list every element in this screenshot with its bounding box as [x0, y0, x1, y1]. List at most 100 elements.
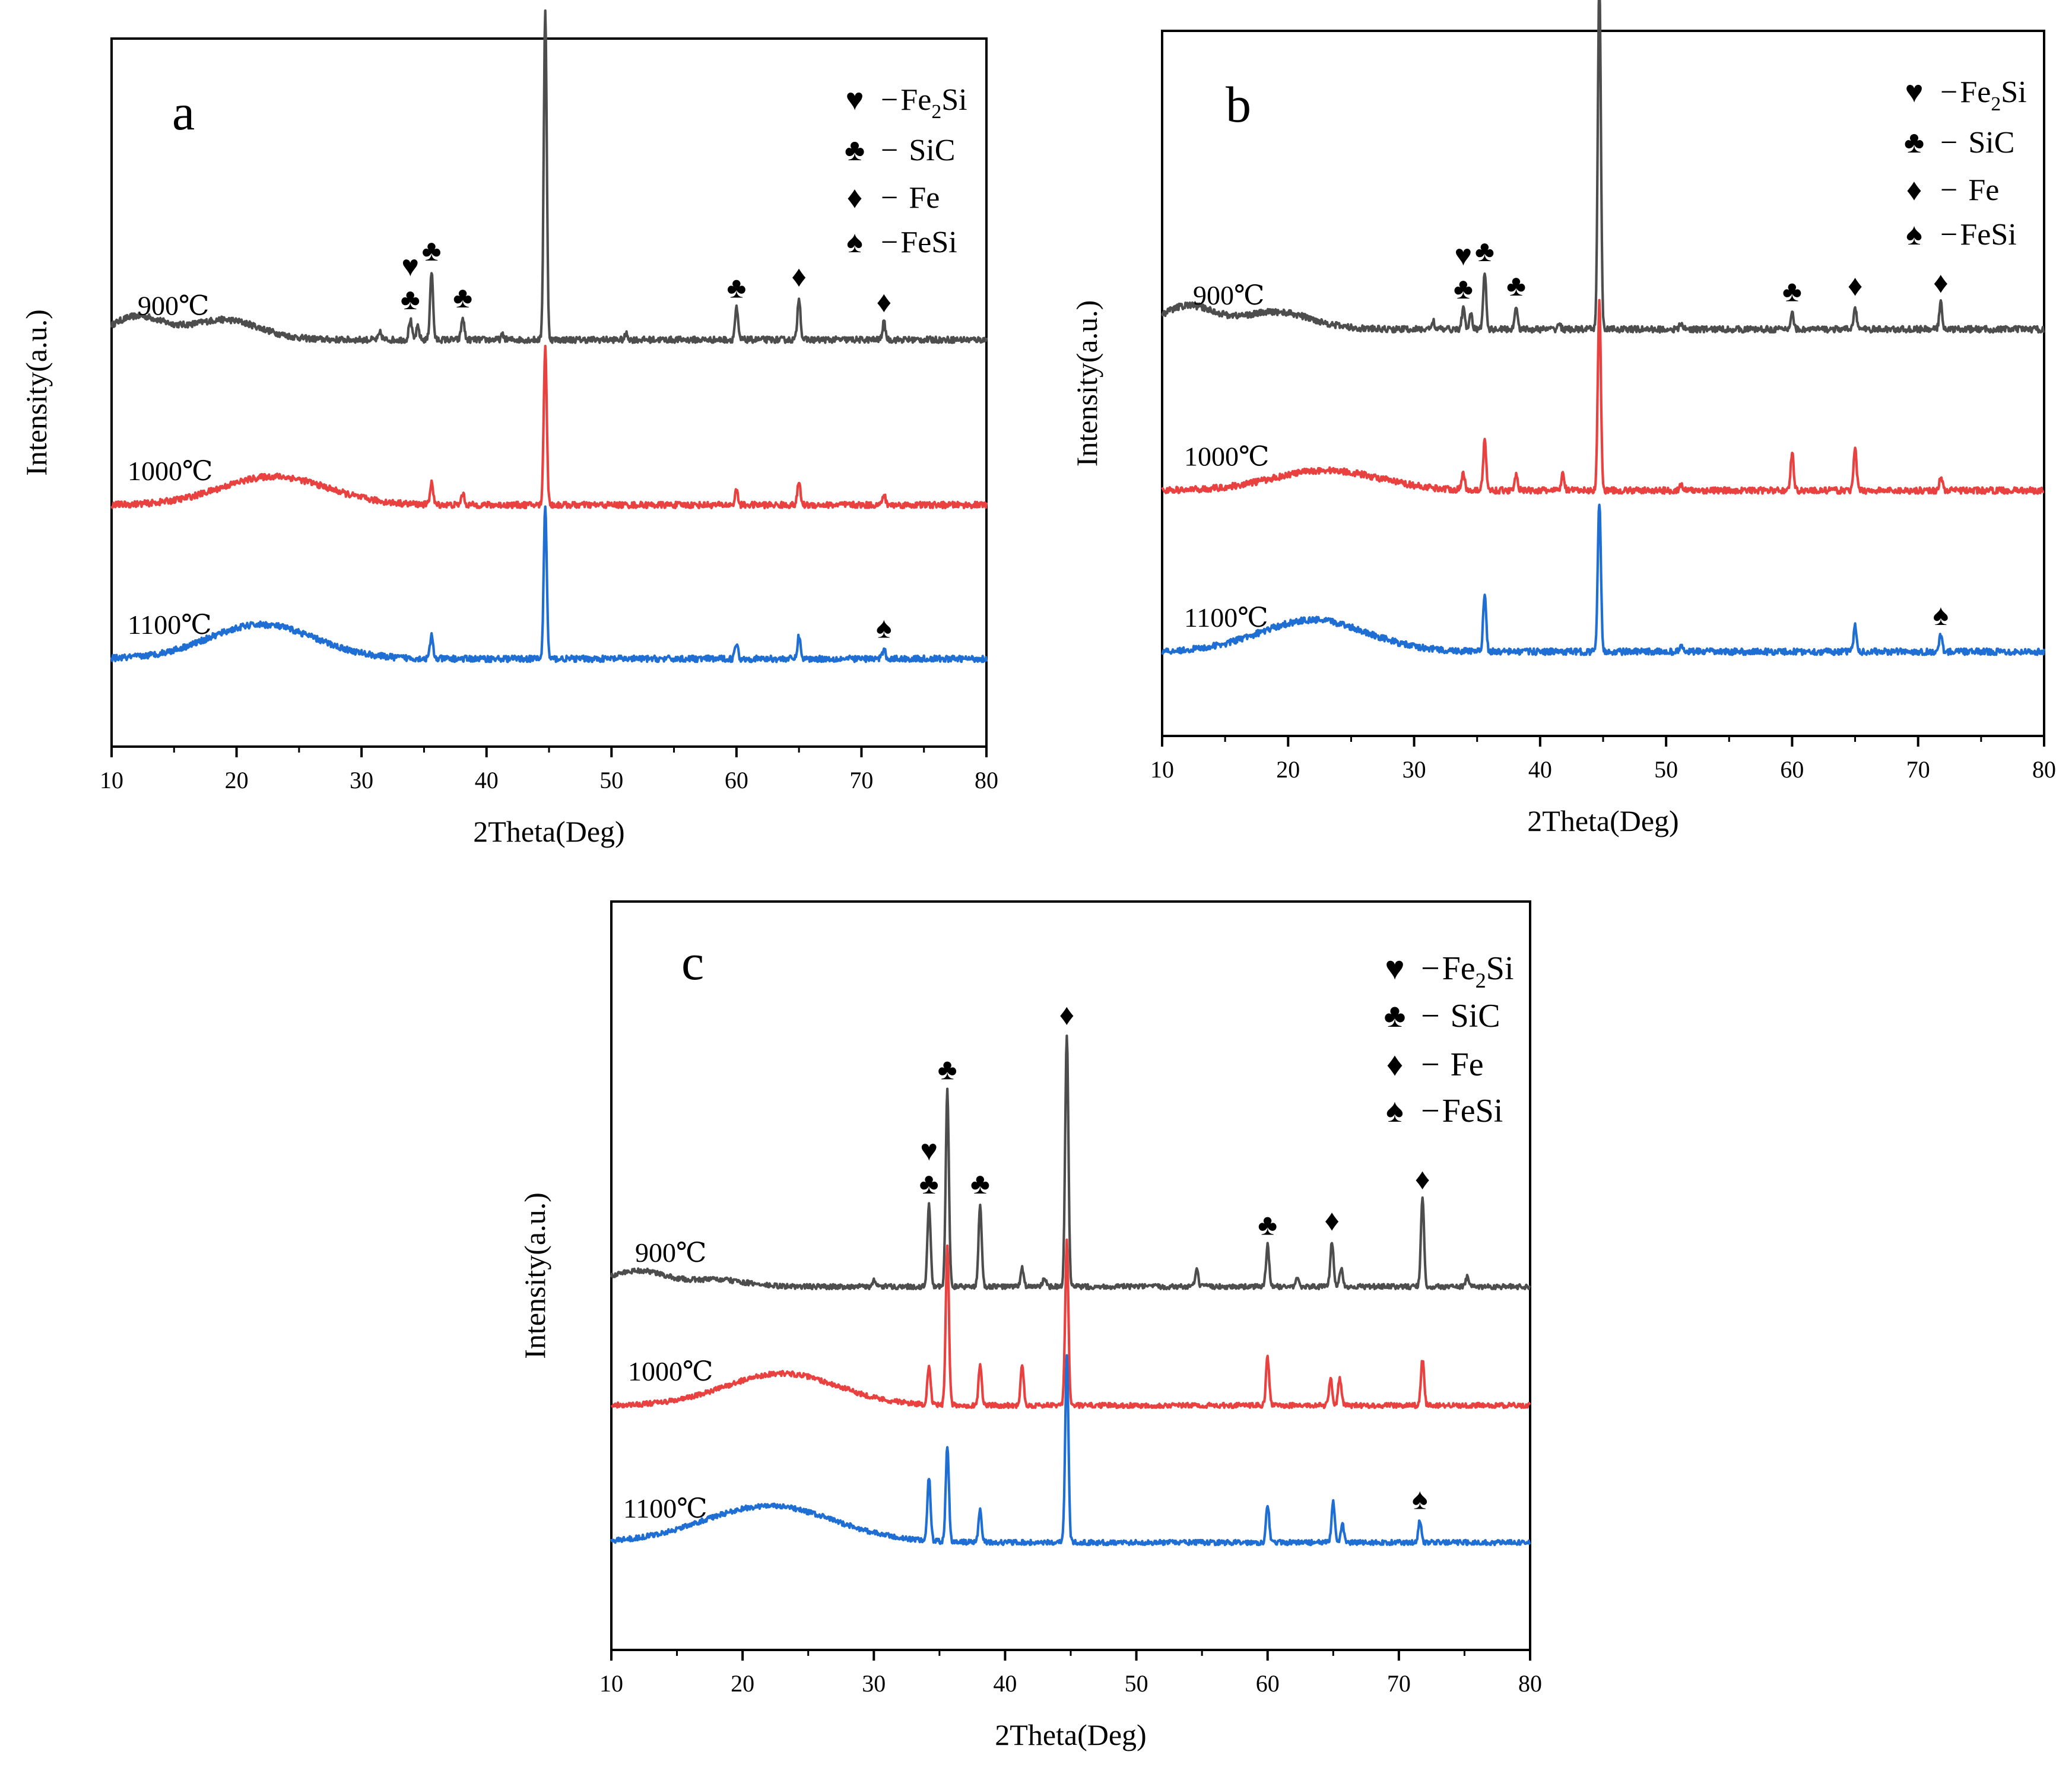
- peak-marker: ♦: [538, 0, 553, 5]
- peak-marker: ♠: [1412, 1483, 1428, 1516]
- legend-symbol: ♦: [1906, 173, 1922, 207]
- peak-marker: ♣: [453, 281, 472, 314]
- legend-item: ♣ − SiC: [1904, 126, 2014, 160]
- peak-marker: ♦: [1324, 1204, 1340, 1237]
- legend-label: − Fe: [1940, 173, 1999, 207]
- legend-dash: −: [881, 181, 898, 215]
- legend-label: − SiC: [881, 134, 955, 167]
- peak-marker: ♣: [1782, 275, 1802, 308]
- legend-dash: −: [1940, 173, 1957, 207]
- series-label: 900℃: [138, 290, 209, 320]
- legend-symbol: ♣: [1384, 998, 1406, 1034]
- legend-item: ♣ − SiC: [845, 134, 955, 167]
- x-tick-label: 80: [975, 767, 998, 794]
- series-line-0: [110, 9, 988, 344]
- legend-symbol: ♥: [1905, 75, 1924, 109]
- legend-subscript: 2: [931, 101, 941, 123]
- peak-marker: ♣: [422, 234, 442, 267]
- legend-item: ♠ −FeSi: [846, 226, 957, 259]
- legend-item: ♣ − SiC: [1384, 998, 1500, 1034]
- legend-symbol: ♠: [1386, 1093, 1404, 1129]
- panel-label: c: [681, 934, 704, 991]
- series-label: 1000℃: [128, 456, 212, 486]
- panel-label: a: [172, 84, 195, 141]
- legend-dash: −: [1421, 998, 1440, 1034]
- legend-label: −Fe2Si: [1421, 950, 1514, 992]
- legend-text: FeSi: [1442, 1093, 1503, 1129]
- legend-suffix: Si: [1486, 950, 1514, 987]
- legend-item: ♦ − Fe: [1906, 173, 2000, 207]
- legend-subscript: 2: [1991, 93, 2001, 115]
- legend-symbol: ♦: [1386, 1046, 1404, 1083]
- x-tick-label: 60: [1256, 1670, 1280, 1697]
- series-label: 1000℃: [1184, 441, 1269, 471]
- x-tick-label: 80: [1518, 1670, 1542, 1697]
- x-tick-label: 10: [599, 1670, 623, 1697]
- peak-marker: ♣: [970, 1167, 990, 1200]
- legend-suffix: Si: [2001, 75, 2026, 109]
- legend-dash: −: [881, 134, 898, 167]
- x-tick-label: 20: [225, 767, 249, 794]
- chart-panel-b: 10 20 30 40 50 60 70 80 2Theta(Deg) Intensity(a.u…: [1070, 0, 2056, 837]
- legend-item: ♥ −Fe2Si: [1905, 75, 2027, 115]
- peak-marker: ♦: [1059, 998, 1075, 1031]
- series-label: 1000℃: [628, 1356, 713, 1386]
- legend-label: − Fe: [881, 181, 940, 215]
- peak-marker: ♣: [1506, 269, 1526, 302]
- series-line-0: [1161, 0, 2045, 334]
- legend-label: − SiC: [1421, 998, 1500, 1034]
- legend-symbol: ♥: [1385, 950, 1404, 987]
- peak-marker: ♦: [1415, 1163, 1430, 1196]
- series-line-1: [1161, 299, 2045, 495]
- legend-item: ♥ −Fe2Si: [1385, 950, 1513, 992]
- peak-marker: ♦: [1848, 269, 1863, 302]
- series-label: 1100℃: [623, 1493, 707, 1524]
- x-tick-label: 80: [2032, 756, 2056, 783]
- peak-marker: ♦: [877, 285, 892, 319]
- legend-item: ♠ −FeSi: [1906, 218, 2017, 252]
- peak-marker: ♠: [876, 611, 892, 645]
- x-tick-label: 20: [1276, 756, 1300, 783]
- series-line-1: [610, 1238, 1531, 1410]
- legend-label: − Fe: [1421, 1046, 1484, 1083]
- legend-text: Fe: [1960, 75, 1991, 109]
- peak-marker: ♣: [1454, 272, 1473, 305]
- legend-symbol: ♦: [847, 181, 863, 215]
- x-tick-label: 30: [1403, 756, 1426, 783]
- x-axis-label: 2Theta(Deg): [1527, 804, 1678, 837]
- legend-symbol: ♠: [1906, 218, 1922, 252]
- x-tick-label: 40: [1528, 756, 1552, 783]
- peak-marker: ♥: [920, 1134, 938, 1167]
- x-axis-label: 2Theta(Deg): [995, 1718, 1146, 1751]
- legend-text: SiC: [1451, 998, 1500, 1034]
- legend-dash: −: [881, 226, 898, 259]
- x-tick-label: 70: [1387, 1670, 1411, 1697]
- legend-text: Fe: [1968, 173, 1999, 207]
- peak-marker: ♣: [938, 1053, 957, 1086]
- legend-text: Fe: [900, 83, 931, 117]
- peak-marker: ♥: [401, 249, 419, 283]
- legend-label: −FeSi: [1421, 1093, 1503, 1129]
- series-label: 900℃: [635, 1237, 706, 1268]
- y-axis-label: Intensity(a.u.): [518, 1192, 551, 1359]
- legend-text: FeSi: [900, 226, 957, 259]
- x-tick-label: 40: [475, 767, 499, 794]
- legend-text: Fe: [1442, 950, 1476, 987]
- legend-text: SiC: [909, 134, 955, 167]
- x-tick-label: 20: [731, 1670, 754, 1697]
- legend-subscript: 2: [1476, 969, 1486, 992]
- legend-dash: −: [1421, 950, 1440, 987]
- legend-label: −FeSi: [881, 226, 957, 259]
- series-line-2: [1161, 503, 2046, 656]
- legend-symbol: ♣: [845, 134, 865, 167]
- series-label: 1100℃: [128, 610, 212, 640]
- x-tick-label: 10: [1150, 756, 1174, 783]
- legend-text: SiC: [1968, 126, 2014, 160]
- x-tick-label: 70: [849, 767, 873, 794]
- x-tick-label: 60: [1780, 756, 1804, 783]
- x-tick-label: 50: [1654, 756, 1678, 783]
- series-line-1: [110, 344, 988, 510]
- series-line-2: [110, 505, 988, 664]
- legend-symbol: ♠: [846, 226, 863, 259]
- peak-marker: ♣: [1258, 1208, 1277, 1242]
